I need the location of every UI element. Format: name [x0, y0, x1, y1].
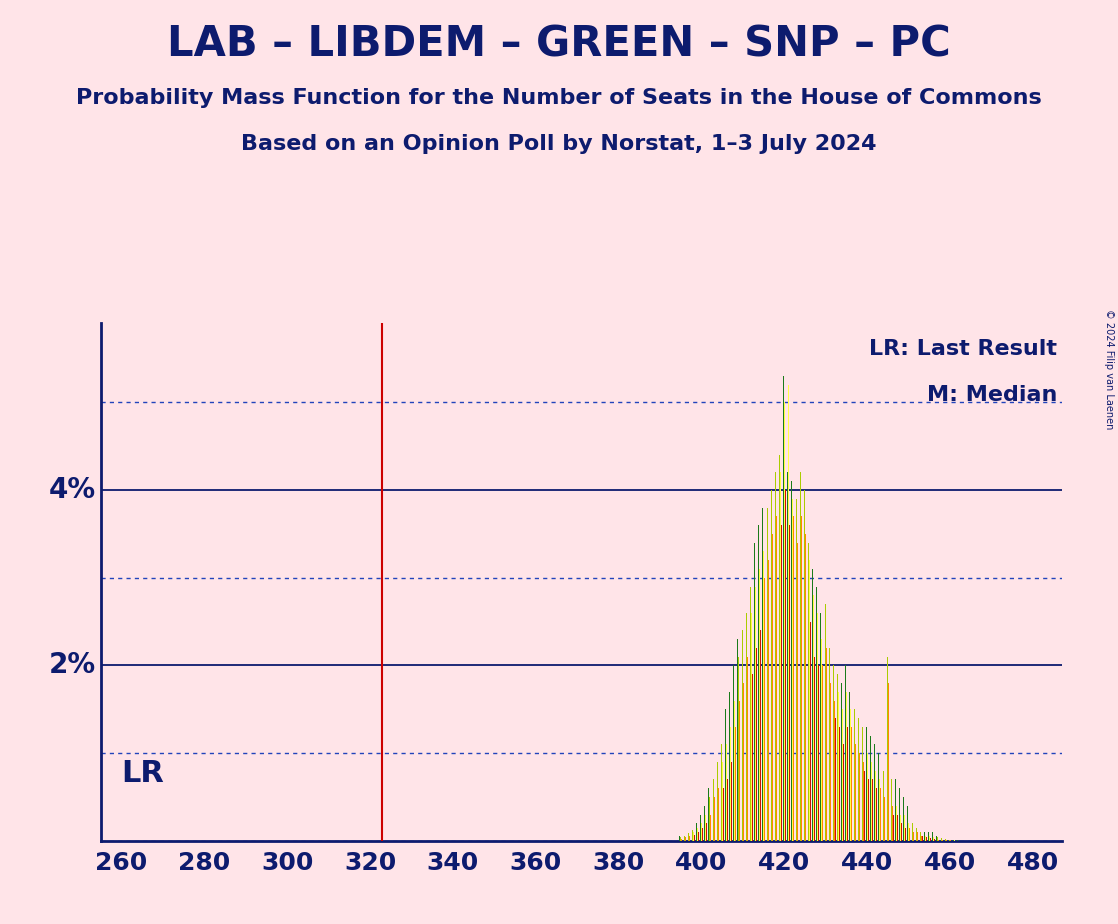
- Text: LR: Last Result: LR: Last Result: [870, 339, 1058, 359]
- Text: © 2024 Filip van Laenen: © 2024 Filip van Laenen: [1105, 310, 1114, 430]
- Text: LAB – LIBDEM – GREEN – SNP – PC: LAB – LIBDEM – GREEN – SNP – PC: [167, 23, 951, 65]
- Text: Based on an Opinion Poll by Norstat, 1–3 July 2024: Based on an Opinion Poll by Norstat, 1–3…: [241, 134, 877, 154]
- Text: M: Median: M: Median: [927, 385, 1058, 406]
- Text: LR: LR: [122, 760, 164, 788]
- Text: 2%: 2%: [49, 651, 96, 679]
- Text: Probability Mass Function for the Number of Seats in the House of Commons: Probability Mass Function for the Number…: [76, 88, 1042, 108]
- Text: 4%: 4%: [49, 476, 96, 504]
